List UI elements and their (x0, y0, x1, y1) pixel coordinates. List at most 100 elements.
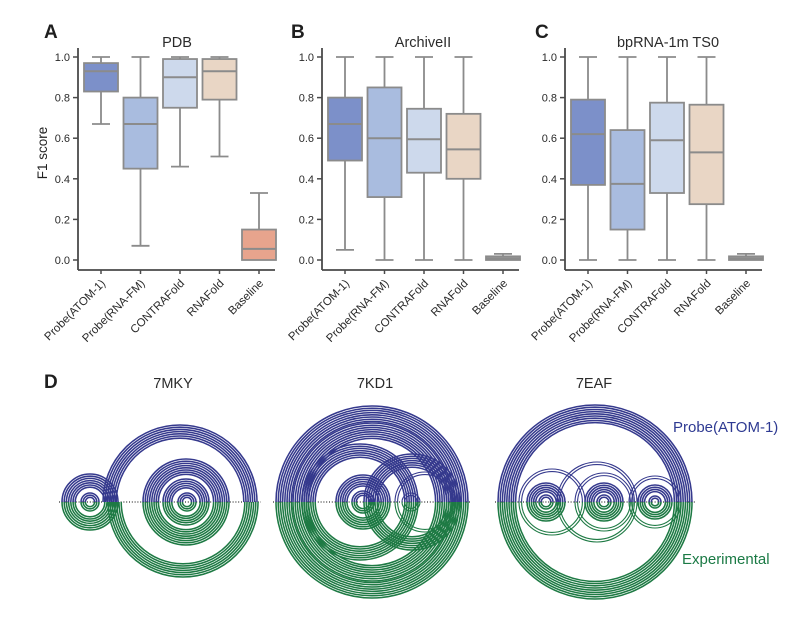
box (445, 112, 482, 180)
experimental-arc (530, 501, 562, 518)
experimental-arc (116, 501, 250, 569)
y-tick-label: 0.6 (299, 133, 314, 145)
predicted-arc (532, 488, 560, 503)
predicted-arc (164, 480, 208, 503)
predicted-arc (501, 408, 689, 503)
experimental-arc (648, 501, 662, 509)
box (162, 58, 198, 109)
experimental-arc (355, 501, 371, 510)
experimental-arc (590, 501, 618, 516)
experimental-arc (164, 501, 208, 524)
box (122, 96, 159, 170)
predicted-arc (521, 471, 583, 503)
predicted-arc (303, 445, 417, 503)
predicted-arc (177, 492, 197, 503)
predicted-arc (142, 458, 230, 503)
experimental-arc (535, 501, 557, 513)
panel-title-bprna: bpRNA-1m TS0 (616, 35, 720, 51)
experimental-arc (162, 501, 210, 526)
predicted-arc (168, 484, 204, 503)
predicted-arc (363, 453, 461, 503)
experimental-arc (107, 501, 259, 578)
experimental-arc (528, 501, 564, 520)
predicted-arc (593, 491, 615, 503)
predicted-arc (155, 471, 217, 503)
experimental-arc (556, 501, 638, 543)
y-tick-label: 0.2 (299, 214, 314, 226)
experimental-arc (84, 501, 96, 508)
predicted-arc (301, 443, 419, 503)
structure-title-7kd1: 7KD1 (356, 376, 394, 392)
experimental-arc (166, 501, 206, 522)
predicted-arc (528, 484, 564, 503)
experimental-arc (157, 501, 215, 531)
category-label: RNAFold (185, 278, 226, 319)
experimental-arc (142, 501, 230, 546)
predicted-arc (404, 495, 418, 503)
predicted-arc (376, 466, 448, 503)
experimental-arc (584, 501, 624, 522)
predicted-arc (305, 447, 415, 503)
box (241, 228, 277, 261)
experimental-arc (510, 501, 680, 587)
predicted-arc (314, 456, 406, 503)
predicted-arc (82, 494, 98, 503)
experimental-arc (298, 501, 446, 576)
predicted-arc (397, 474, 453, 503)
predicted-arc (148, 464, 224, 503)
predicted-arc (279, 409, 465, 503)
predicted-arc (365, 455, 459, 503)
y-tick-label: 0.0 (55, 255, 70, 267)
predicted-arc (512, 419, 678, 503)
box (609, 129, 646, 231)
experimental-arc (508, 501, 682, 589)
predicted-arc (179, 494, 195, 503)
y-tick-label: 0.2 (55, 214, 70, 226)
experimental-arc (643, 501, 667, 514)
experimental-arc (538, 501, 554, 510)
predicted-arc (643, 490, 667, 503)
y-tick-label: 0.2 (542, 214, 557, 226)
predicted-arc (639, 486, 671, 503)
predicted-arc (171, 487, 201, 503)
experimental-arc (171, 501, 201, 517)
experimental-arc (113, 501, 253, 572)
predicted-arc (166, 482, 206, 503)
predicted-arc (540, 496, 552, 503)
experimental-arc (344, 501, 382, 521)
y-tick-label: 0.4 (55, 174, 70, 186)
y-tick-label: 1.0 (299, 52, 314, 64)
experimental-arc (294, 501, 450, 580)
experimental-arc (179, 501, 195, 510)
predicted-arc (157, 473, 215, 503)
experimental-arc (339, 501, 387, 526)
category-label: Baseline (470, 278, 510, 318)
predicted-arc (355, 494, 371, 503)
experimental-arc (639, 501, 671, 518)
experimental-arc (292, 501, 452, 582)
experimental-arc (296, 501, 448, 578)
experimental-arc (120, 501, 246, 565)
box (649, 101, 685, 194)
experimental-arc (401, 501, 421, 512)
predicted-arc (102, 424, 258, 503)
predicted-arc (577, 475, 631, 503)
predicted-arc (337, 476, 389, 503)
predicted-arc (181, 496, 193, 503)
experimental-arc (148, 501, 224, 540)
predicted-arc (84, 496, 96, 503)
experimental-arc (514, 501, 676, 583)
panel-title-archiveii: ArchiveII (394, 35, 452, 51)
predicted-arc (628, 475, 682, 503)
predicted-arc (574, 472, 634, 503)
predicted-arc (514, 421, 676, 503)
experimental-arc (404, 501, 418, 509)
predicted-arc (63, 475, 117, 503)
experimental-arc (631, 501, 679, 526)
experimental-arc (288, 501, 456, 586)
predicted-arc (374, 464, 450, 503)
experimental-arc (301, 501, 419, 561)
y-tick-label: 1.0 (542, 52, 557, 64)
predicted-arc (584, 482, 624, 503)
